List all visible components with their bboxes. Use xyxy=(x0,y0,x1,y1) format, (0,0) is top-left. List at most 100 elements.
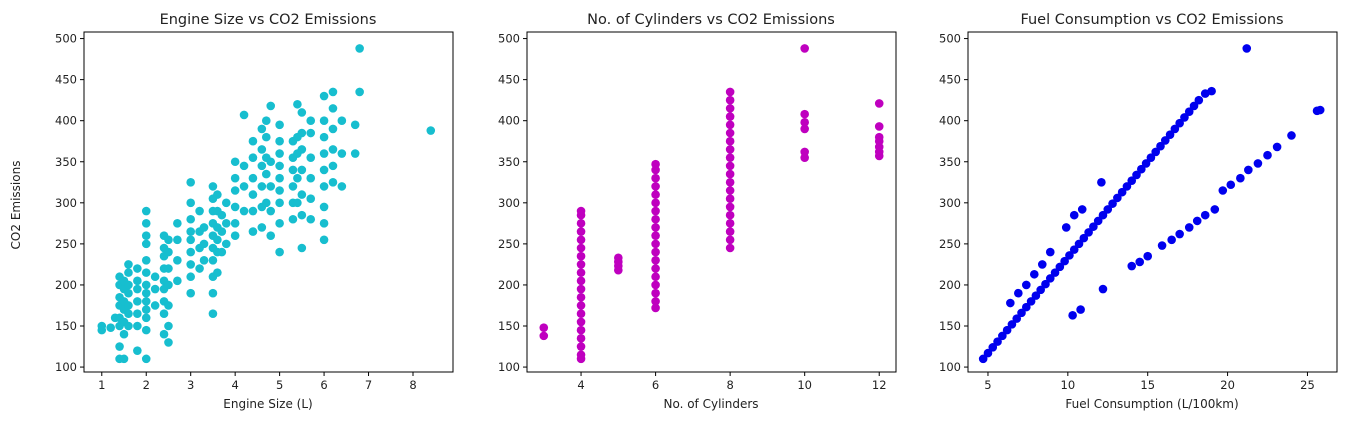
data-point xyxy=(1253,159,1263,168)
data-point xyxy=(1175,229,1184,239)
y-tick-label: 500 xyxy=(55,32,77,46)
data-point xyxy=(1069,245,1079,254)
data-point xyxy=(186,235,195,245)
data-point xyxy=(1207,86,1216,96)
data-point xyxy=(186,247,195,257)
data-point xyxy=(266,206,276,216)
data-point xyxy=(141,288,151,298)
data-point xyxy=(164,247,173,257)
data-point xyxy=(275,198,284,208)
data-point xyxy=(230,186,240,195)
data-point xyxy=(133,297,142,306)
data-point xyxy=(133,309,142,318)
data-point xyxy=(800,124,809,134)
y-tick-label: 450 xyxy=(498,73,520,87)
chart-title: No. of Cylinders vs CO2 Emissions xyxy=(587,12,835,28)
y-tick-label: 400 xyxy=(498,114,520,128)
data-point xyxy=(106,323,115,332)
data-point xyxy=(576,276,586,286)
data-point xyxy=(337,182,347,191)
data-point xyxy=(725,87,735,97)
data-point xyxy=(1022,280,1031,290)
chart-title: Fuel Consumption vs CO2 Emissions xyxy=(1020,12,1283,28)
y-tick-label: 300 xyxy=(55,196,77,210)
data-point xyxy=(1026,297,1036,306)
data-point xyxy=(1084,228,1093,237)
data-point xyxy=(576,227,586,236)
data-point xyxy=(337,116,347,125)
data-point xyxy=(124,280,133,290)
data-point xyxy=(239,161,249,171)
data-point xyxy=(186,272,195,282)
data-point xyxy=(576,235,586,245)
chart-title: Engine Size vs CO2 Emissions xyxy=(160,12,377,28)
data-point xyxy=(261,116,271,125)
data-point xyxy=(275,247,284,257)
data-point xyxy=(651,280,660,290)
x-tick-label: 5 xyxy=(984,378,991,392)
data-point xyxy=(576,206,586,216)
data-point xyxy=(261,132,271,142)
y-tick-label: 350 xyxy=(939,155,961,169)
data-point xyxy=(319,91,329,101)
data-point xyxy=(266,182,276,191)
data-point xyxy=(288,182,298,191)
chart-panel-fuel-consumption: Fuel Consumption vs CO2 Emissions 100 150… xyxy=(939,12,1338,411)
y-tick-label: 100 xyxy=(939,360,961,374)
data-point xyxy=(217,210,227,220)
y-tick-label: 150 xyxy=(939,319,961,333)
data-point xyxy=(576,350,586,360)
data-point xyxy=(576,292,586,302)
data-point xyxy=(1132,170,1141,180)
data-point xyxy=(725,153,735,162)
data-point xyxy=(248,153,258,162)
data-point xyxy=(350,120,360,130)
data-point xyxy=(539,323,549,332)
data-point xyxy=(1184,107,1194,116)
data-point xyxy=(248,173,258,183)
shared-y-axis-label: CO2 Emissions xyxy=(9,161,23,250)
y-tick-label: 400 xyxy=(939,114,961,128)
data-point xyxy=(1244,165,1253,175)
data-point xyxy=(1103,205,1113,214)
data-point xyxy=(725,136,735,146)
data-point xyxy=(230,202,240,212)
chart-panel-cylinders: No. of Cylinders vs CO2 Emissions 100 150… xyxy=(498,12,897,411)
data-point xyxy=(159,309,169,318)
data-point xyxy=(297,145,307,154)
data-point xyxy=(133,264,142,273)
x-axis-label: Fuel Consumption (L/100km) xyxy=(1065,397,1238,411)
data-point xyxy=(141,219,151,228)
data-point xyxy=(141,325,151,335)
data-point xyxy=(141,268,151,277)
data-point xyxy=(275,219,284,228)
data-point xyxy=(173,235,182,245)
data-point xyxy=(1122,182,1132,191)
data-point xyxy=(576,268,586,277)
x-tick-label: 6 xyxy=(320,378,327,392)
x-tick-label: 15 xyxy=(1140,378,1155,392)
data-point xyxy=(725,177,735,187)
data-point xyxy=(651,206,660,216)
data-point xyxy=(328,177,338,187)
data-point xyxy=(1137,164,1146,174)
data-point xyxy=(213,190,222,199)
data-point xyxy=(141,206,151,216)
data-point xyxy=(248,190,258,199)
data-point xyxy=(993,337,1002,346)
data-point xyxy=(1236,173,1245,183)
data-point xyxy=(306,153,316,162)
data-point xyxy=(1098,284,1108,294)
data-point xyxy=(208,256,218,265)
data-point xyxy=(576,334,586,343)
data-point xyxy=(1143,251,1153,261)
data-point xyxy=(306,173,316,183)
data-point xyxy=(576,342,586,351)
data-point xyxy=(124,260,133,269)
data-point xyxy=(1175,118,1184,128)
data-point xyxy=(275,136,284,146)
data-point xyxy=(725,161,735,171)
data-point xyxy=(1108,199,1117,208)
data-point xyxy=(725,186,735,195)
data-point xyxy=(983,348,993,358)
